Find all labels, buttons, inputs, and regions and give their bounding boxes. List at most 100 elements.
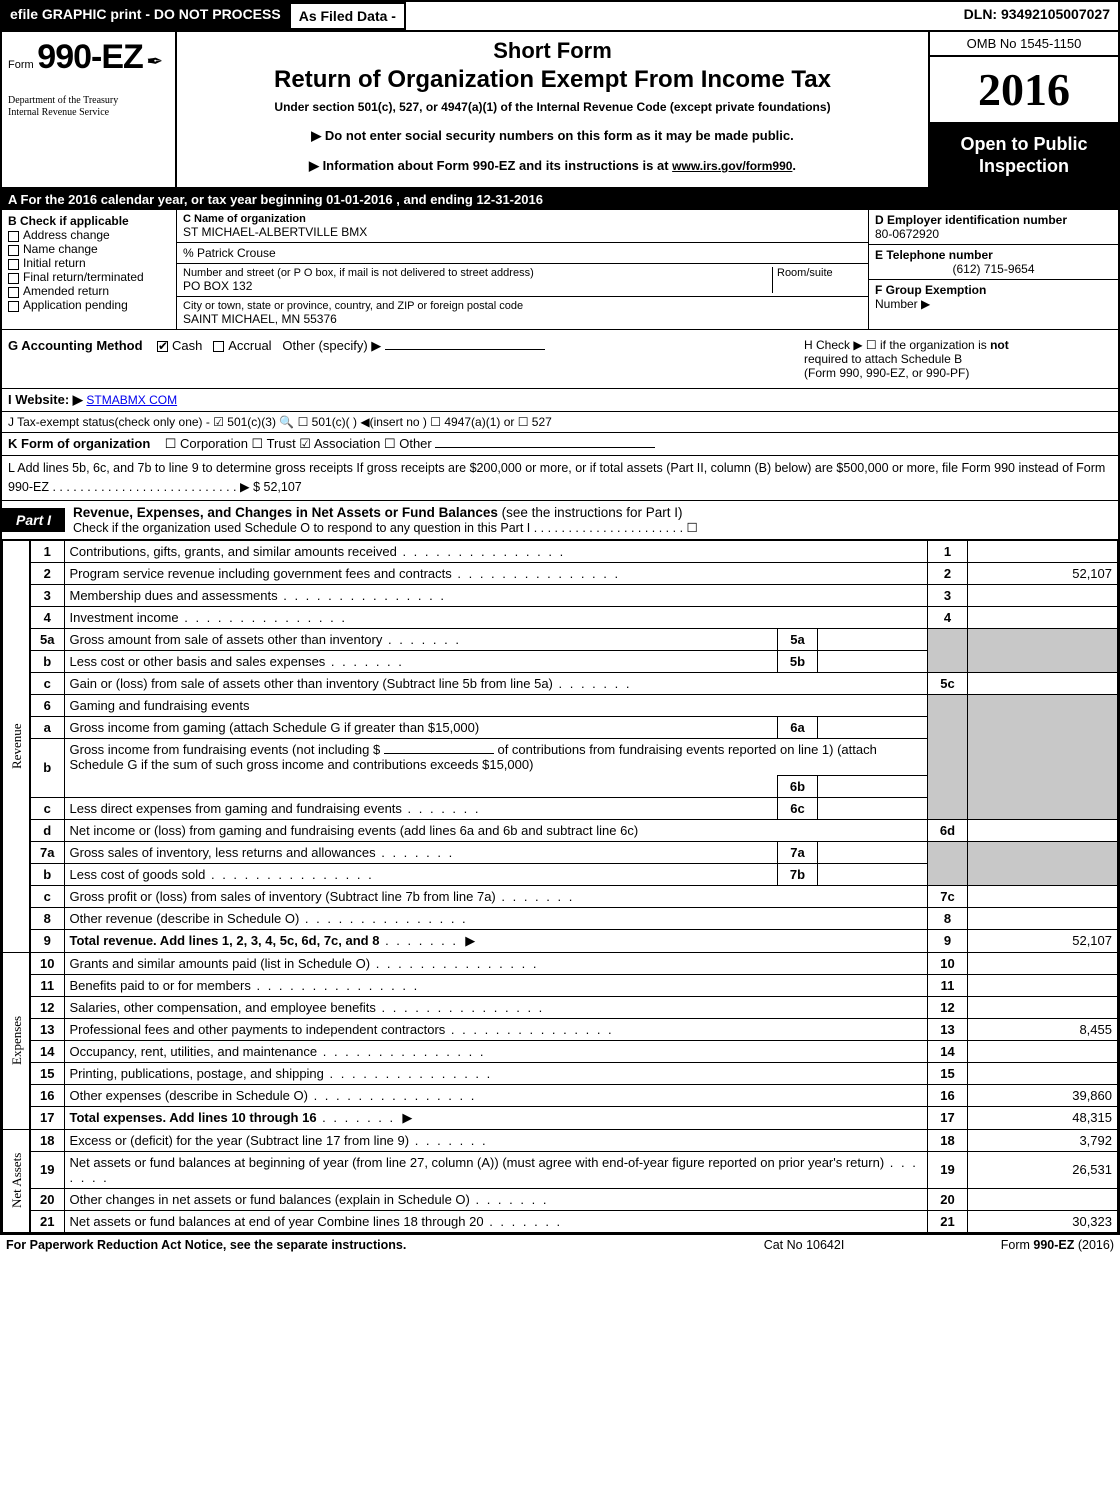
line-11: 11 Benefits paid to or for members 11 (3, 974, 1118, 996)
h-check: H Check ▶ ☐ if the organization is not r… (798, 330, 1118, 388)
dln-label: DLN: 93492105007027 (956, 2, 1118, 30)
j-text: J Tax-exempt status(check only one) - ☑ … (8, 415, 552, 429)
line-18: Net Assets 18 Excess or (deficit) for th… (3, 1129, 1118, 1151)
instr2-post: . (792, 158, 796, 173)
form-prefix: Form (8, 59, 34, 71)
c-header: C Name of organization (183, 213, 862, 225)
e-header: E Telephone number (875, 248, 1112, 262)
row-a-pre: A For the 2016 calendar year, or tax yea… (8, 192, 326, 207)
cb-amended-return[interactable]: Amended return (8, 284, 170, 298)
g-other-blank[interactable] (385, 349, 545, 350)
footer-mid: Cat No 10642I (694, 1238, 914, 1252)
line-4: 4 Investment income 4 (3, 606, 1118, 628)
dept-treasury: Department of the Treasury Internal Reve… (8, 95, 169, 119)
h-not: not (990, 338, 1009, 352)
line-7a: 7a Gross sales of inventory, less return… (3, 841, 1118, 863)
d-header: D Employer identification number (875, 213, 1112, 227)
row-i-website: I Website: ▶ STMABMX COM (2, 389, 1118, 412)
line-5a: 5a Gross amount from sale of assets othe… (3, 628, 1118, 650)
cb-final-return[interactable]: Final return/terminated (8, 270, 170, 284)
cb-address-change[interactable]: Address change (8, 228, 170, 242)
cb-cash[interactable] (157, 341, 168, 352)
open-line1: Open to Public (936, 134, 1112, 156)
line-13: 13 Professional fees and other payments … (3, 1018, 1118, 1040)
side-expenses: Expenses (3, 952, 31, 1129)
cb-application-pending[interactable]: Application pending (8, 298, 170, 312)
row-a-begin: 01-01-2016 (326, 192, 393, 207)
line-21: 21 Net assets or fund balances at end of… (3, 1210, 1118, 1232)
line-17: 17 Total expenses. Add lines 10 through … (3, 1106, 1118, 1129)
k-other-blank[interactable] (435, 447, 655, 448)
h-text3: (Form 990, 990-EZ, or 990-PF) (804, 366, 969, 380)
cb-name-change[interactable]: Name change (8, 242, 170, 256)
part-i-table: Revenue 1 Contributions, gifts, grants, … (2, 540, 1118, 1233)
line-14: 14 Occupancy, rent, utilities, and maint… (3, 1040, 1118, 1062)
efile-topbar: efile GRAPHIC print - DO NOT PROCESS As … (2, 2, 1118, 32)
as-filed-label: As Filed Data - (289, 2, 406, 30)
side-netassets: Net Assets (3, 1129, 31, 1232)
k-label: K Form of organization (8, 436, 150, 451)
line-2: 2 Program service revenue including gove… (3, 562, 1118, 584)
form-title-box: Short Form Return of Organization Exempt… (177, 32, 928, 187)
l-value: 52,107 (264, 480, 302, 494)
section-bcdef: B Check if applicable Address change Nam… (2, 210, 1118, 330)
room-suite-label: Room/suite (772, 267, 862, 293)
row-a-tax-year: A For the 2016 calendar year, or tax yea… (2, 189, 1118, 210)
row-a-mid: , and ending (396, 192, 476, 207)
under-section-text: Under section 501(c), 527, or 4947(a)(1)… (187, 100, 918, 114)
part-i-title: Revenue, Expenses, and Changes in Net As… (65, 501, 1118, 539)
line-7c: c Gross profit or (loss) from sales of i… (3, 885, 1118, 907)
street-label: Number and street (or P O box, if mail i… (183, 267, 772, 279)
h-text1: H Check ▶ ☐ if the organization is (804, 338, 990, 352)
cb-accrual[interactable] (213, 341, 224, 352)
part-i-tag: Part I (2, 508, 65, 532)
org-name: ST MICHAEL-ALBERTVILLE BMX (183, 225, 862, 239)
row-g-h: G Accounting Method Cash Accrual Other (… (2, 330, 1118, 389)
b-header: B Check if applicable (8, 214, 170, 228)
line-9: 9 Total revenue. Add lines 1, 2, 3, 4, 5… (3, 929, 1118, 952)
form-glyph: ✒ (146, 49, 163, 74)
col-b-check-applicable: B Check if applicable Address change Nam… (2, 210, 177, 329)
g-accounting-method: G Accounting Method Cash Accrual Other (… (2, 330, 798, 388)
street-value: PO BOX 132 (183, 279, 772, 293)
row-l-gross-receipts: L Add lines 5b, 6c, and 7b to line 9 to … (2, 456, 1118, 501)
col-c-org-info: C Name of organization ST MICHAEL-ALBERT… (177, 210, 868, 329)
short-form-title: Short Form (187, 38, 918, 64)
tax-year: 2016 (930, 57, 1118, 124)
open-to-public: Open to Public Inspection (930, 124, 1118, 187)
topbar-spacer (406, 2, 956, 30)
page-footer: For Paperwork Reduction Act Notice, see … (0, 1235, 1120, 1255)
line-16: 16 Other expenses (describe in Schedule … (3, 1084, 1118, 1106)
city-value: SAINT MICHAEL, MN 55376 (183, 312, 862, 326)
ein-value: 80-0672920 (875, 227, 1112, 241)
city-label: City or town, state or province, country… (183, 300, 862, 312)
side-revenue: Revenue (3, 540, 31, 952)
cb-initial-return[interactable]: Initial return (8, 256, 170, 270)
6b-blank[interactable] (384, 753, 494, 754)
instr2-link[interactable]: www.irs.gov/form990 (672, 159, 792, 173)
line-15: 15 Printing, publications, postage, and … (3, 1062, 1118, 1084)
line-6d: d Net income or (loss) from gaming and f… (3, 819, 1118, 841)
dept-line1: Department of the Treasury (8, 95, 169, 107)
g-other: Other (specify) ▶ (282, 338, 381, 353)
form-990ez-page: efile GRAPHIC print - DO NOT PROCESS As … (0, 0, 1120, 1235)
line-3: 3 Membership dues and assessments 3 (3, 584, 1118, 606)
f-header: F Group Exemption (875, 283, 986, 297)
footer-left: For Paperwork Reduction Act Notice, see … (6, 1238, 694, 1252)
dept-line2: Internal Revenue Service (8, 107, 169, 119)
h-text2: required to attach Schedule B (804, 352, 962, 366)
open-line2: Inspection (936, 156, 1112, 178)
line-1: Revenue 1 Contributions, gifts, grants, … (3, 540, 1118, 562)
form-number: 990-EZ (37, 38, 143, 76)
instr2-pre: ▶ Information about Form 990-EZ and its … (309, 158, 672, 173)
telephone-value: (612) 715-9654 (875, 262, 1112, 276)
part-i-header: Part I Revenue, Expenses, and Changes in… (2, 501, 1118, 540)
line-5c: c Gain or (loss) from sale of assets oth… (3, 672, 1118, 694)
instr-line1: ▶ Do not enter social security numbers o… (187, 128, 918, 144)
careof: % Patrick Crouse (177, 243, 868, 264)
main-title: Return of Organization Exempt From Incom… (187, 66, 918, 94)
g-label: G Accounting Method (8, 338, 143, 353)
line-12: 12 Salaries, other compensation, and emp… (3, 996, 1118, 1018)
website-link[interactable]: STMABMX COM (86, 393, 177, 407)
l-text: L Add lines 5b, 6c, and 7b to line 9 to … (8, 461, 1105, 494)
